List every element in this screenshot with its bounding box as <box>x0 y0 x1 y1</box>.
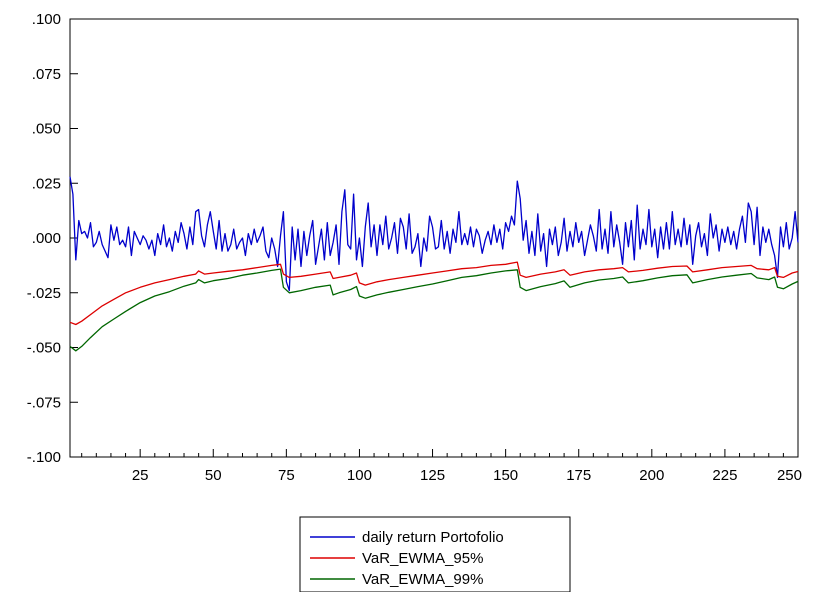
y-tick-label-2: .050 <box>32 121 61 138</box>
y-tick-label-3: .025 <box>32 175 61 192</box>
x-tick-label-7: 200 <box>639 467 664 484</box>
y-tick-label-5: -.025 <box>27 285 61 302</box>
x-tick-label-6: 175 <box>566 467 591 484</box>
x-tick-label-9: 250 <box>777 467 802 484</box>
x-axis: 25 50 75 100 125 150 175 200 225 250 <box>81 449 802 484</box>
y-tick-label-1: .075 <box>32 66 61 83</box>
x-tick-label-8: 225 <box>712 467 737 484</box>
y-tick-label-0: .100 <box>32 11 61 28</box>
y-tick-label-6: -.050 <box>27 340 61 357</box>
x-tick-label-3: 100 <box>347 467 372 484</box>
series-line-1 <box>69 261 799 326</box>
series-line-2 <box>69 268 799 352</box>
legend-label-0: daily return Portofolio <box>362 529 504 546</box>
x-tick-label-1: 50 <box>205 467 222 484</box>
legend-label-2: VaR_EWMA_99% <box>362 571 483 588</box>
y-tick-label-7: -.075 <box>27 394 61 411</box>
y-tick-label-8: -.100 <box>27 449 61 466</box>
series-layer <box>69 176 799 352</box>
series-line-0 <box>69 176 799 292</box>
legend-label-1: VaR_EWMA_95% <box>362 550 483 567</box>
x-tick-label-5: 150 <box>493 467 518 484</box>
y-axis: .100 .075 .050 .025 .000 -.025 -.050 -.075 -.100 <box>27 11 78 466</box>
y-tick-label-4: .000 <box>32 230 61 247</box>
x-tick-label-0: 25 <box>132 467 149 484</box>
legend: daily return Portofolio VaR_EWMA_95% VaR… <box>299 516 571 592</box>
x-tick-label-4: 125 <box>420 467 445 484</box>
x-tick-label-2: 75 <box>278 467 295 484</box>
